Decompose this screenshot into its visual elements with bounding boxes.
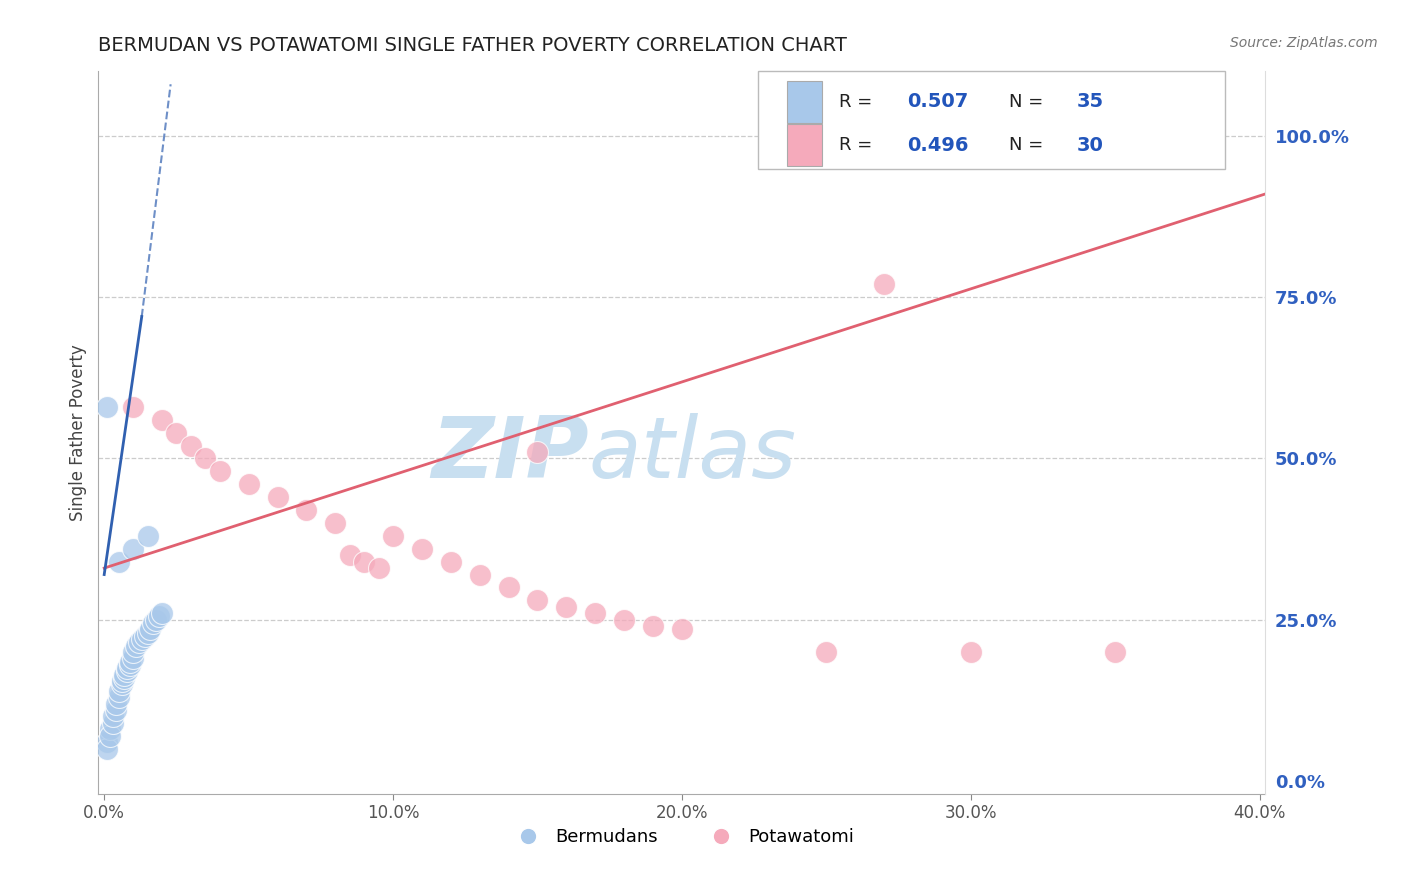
Point <box>873 277 896 292</box>
Point <box>136 529 159 543</box>
Point <box>98 729 121 743</box>
Point <box>180 438 202 452</box>
Point <box>122 541 145 556</box>
Point <box>136 625 159 640</box>
Point <box>142 615 165 630</box>
Point <box>339 548 361 562</box>
Point <box>96 735 118 749</box>
Point <box>555 599 578 614</box>
Text: atlas: atlas <box>589 413 797 496</box>
Point <box>815 645 838 659</box>
Point <box>238 477 260 491</box>
Point <box>367 561 389 575</box>
Point <box>96 400 118 414</box>
Point <box>1191 128 1213 143</box>
Point <box>208 464 231 478</box>
Point <box>107 683 129 698</box>
Point <box>117 665 139 679</box>
Point <box>150 607 173 621</box>
Y-axis label: Single Father Poverty: Single Father Poverty <box>69 344 87 521</box>
FancyBboxPatch shape <box>758 71 1225 169</box>
Point <box>583 607 606 621</box>
Text: BERMUDAN VS POTAWATOMI SINGLE FATHER POVERTY CORRELATION CHART: BERMUDAN VS POTAWATOMI SINGLE FATHER POV… <box>98 36 848 54</box>
Point <box>101 709 124 723</box>
Point <box>112 667 135 681</box>
Point <box>165 425 187 440</box>
Text: Source: ZipAtlas.com: Source: ZipAtlas.com <box>1230 36 1378 50</box>
Point <box>526 593 548 607</box>
Point <box>110 673 132 688</box>
Point <box>125 639 148 653</box>
Point <box>148 609 170 624</box>
Text: N =: N = <box>1008 93 1049 111</box>
Point <box>120 655 142 669</box>
Point <box>112 671 135 685</box>
Point <box>107 555 129 569</box>
Point <box>382 529 405 543</box>
Point <box>613 613 636 627</box>
Text: 30: 30 <box>1077 136 1104 154</box>
Point <box>104 697 127 711</box>
Point <box>1191 128 1213 143</box>
Point <box>440 555 463 569</box>
Text: R =: R = <box>839 136 879 154</box>
Point <box>671 623 693 637</box>
Point <box>266 490 288 504</box>
Point <box>641 619 664 633</box>
Point <box>104 703 127 717</box>
Legend: Bermudans, Potawatomi: Bermudans, Potawatomi <box>503 821 860 854</box>
Text: 35: 35 <box>1077 93 1104 112</box>
Point <box>150 413 173 427</box>
Point <box>101 715 124 730</box>
Text: R =: R = <box>839 93 879 111</box>
Point <box>323 516 346 530</box>
Point <box>122 651 145 665</box>
Point <box>122 400 145 414</box>
Point <box>145 613 167 627</box>
Point <box>959 645 981 659</box>
Point <box>411 541 433 556</box>
Text: 0.496: 0.496 <box>907 136 969 154</box>
Text: 0.507: 0.507 <box>907 93 969 112</box>
Point <box>468 567 491 582</box>
Point <box>295 503 318 517</box>
FancyBboxPatch shape <box>787 81 823 123</box>
Text: ZIP: ZIP <box>430 413 589 496</box>
Point <box>122 645 145 659</box>
Point <box>110 677 132 691</box>
Point <box>139 623 162 637</box>
Point <box>107 690 129 705</box>
Point <box>353 555 375 569</box>
Point <box>117 661 139 675</box>
Point <box>194 451 217 466</box>
FancyBboxPatch shape <box>787 124 823 166</box>
Point <box>1104 645 1126 659</box>
Point <box>134 629 156 643</box>
Point <box>131 632 153 646</box>
Text: N =: N = <box>1008 136 1049 154</box>
Point <box>96 741 118 756</box>
Point <box>120 657 142 672</box>
Point <box>498 581 520 595</box>
Point <box>526 445 548 459</box>
Point <box>98 723 121 737</box>
Point <box>128 635 150 649</box>
